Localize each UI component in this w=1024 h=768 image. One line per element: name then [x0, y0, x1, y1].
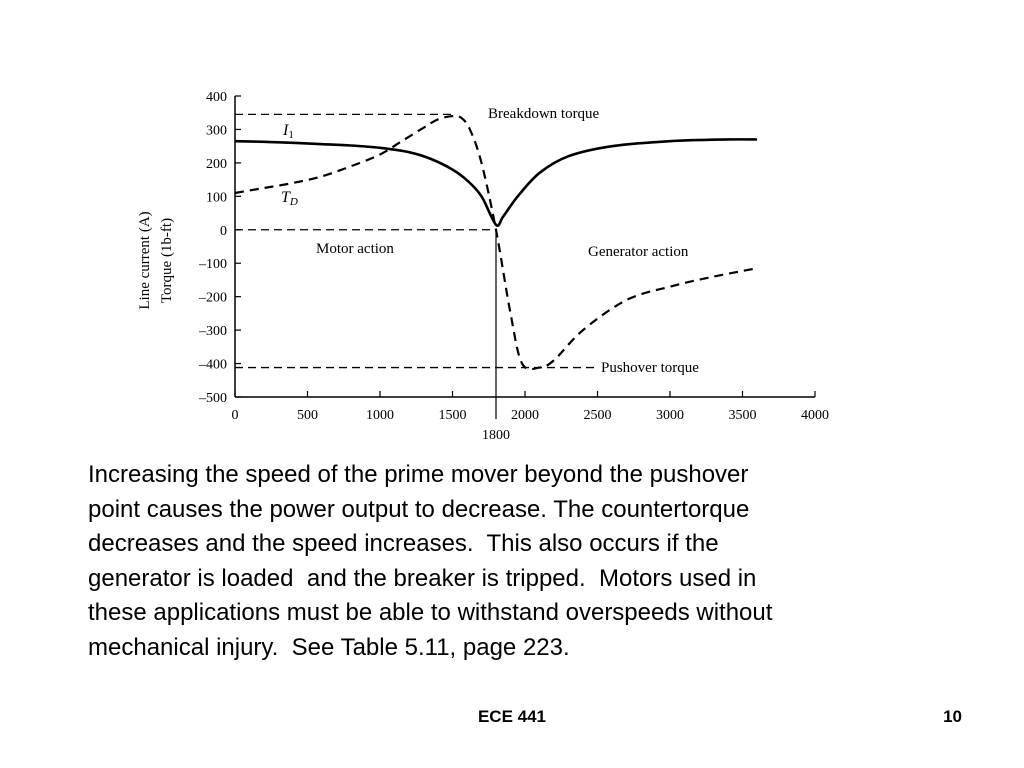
current-curve-label: I1 — [282, 122, 294, 141]
y-tick-label: –300 — [198, 324, 227, 339]
y-tick-label: 300 — [206, 123, 227, 138]
slide-body-text: Increasing the speed of the prime mover … — [88, 461, 773, 661]
x-tick-label: 1500 — [439, 408, 467, 423]
torque-curve-label-subscript: D — [289, 196, 298, 208]
y-tick-label: 100 — [206, 190, 227, 205]
x-tick-label: 3000 — [656, 408, 684, 423]
y-tick-label: 0 — [220, 224, 227, 239]
y-tick-label: –100 — [198, 257, 227, 272]
torque-curve-label: TD — [281, 189, 298, 208]
speed-marker-label: 1800 — [482, 428, 510, 443]
x-tick-label: 3500 — [729, 408, 757, 423]
x-tick-label: 2000 — [511, 408, 539, 423]
chart-labels: I1 TD Breakdown torque Motor action Generato… — [281, 106, 699, 376]
x-tick-label: 4000 — [801, 408, 829, 423]
x-tick-label: 2500 — [584, 408, 612, 423]
footer-course: ECE 441 — [477, 707, 547, 726]
series-line-td — [234, 114, 758, 371]
x-tick-label: 500 — [297, 408, 318, 423]
motor-action-label: Motor action — [316, 241, 394, 257]
breakdown-torque-label: Breakdown torque — [488, 106, 600, 122]
y-tick-label: 200 — [206, 157, 227, 172]
y-axis-label: Line current (A) — [137, 211, 153, 309]
y-tick-label: –400 — [198, 358, 227, 373]
x-tick-label: 0 — [232, 408, 239, 423]
y-axis-label: Torque (1b-ft) — [159, 218, 175, 303]
x-tick-label: 1000 — [366, 408, 394, 423]
page-number: 10 — [943, 707, 962, 726]
series-line-i1 — [234, 138, 758, 227]
y-tick-label: 400 — [206, 90, 227, 105]
generator-action-label: Generator action — [588, 244, 689, 260]
chart-series — [234, 114, 758, 371]
pushover-torque-label: Pushover torque — [601, 360, 699, 376]
current-curve-label-subscript: 1 — [288, 129, 294, 141]
y-tick-label: –200 — [198, 291, 227, 306]
y-tick-label: –500 — [198, 391, 227, 406]
